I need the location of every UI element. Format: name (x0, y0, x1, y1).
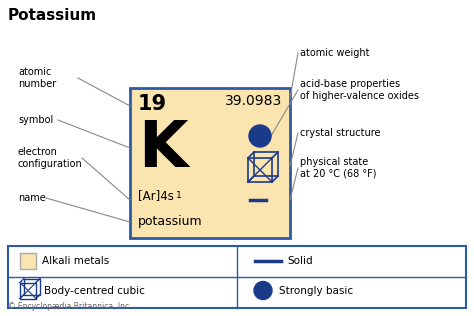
Text: Potassium: Potassium (8, 8, 97, 23)
Text: 39.0983: 39.0983 (225, 94, 282, 108)
Text: symbol: symbol (18, 115, 53, 125)
Text: Strongly basic: Strongly basic (279, 285, 353, 295)
Bar (248, 158, 272, 182)
Bar (254, 152, 278, 176)
Bar (8, 246, 466, 308)
Text: name: name (18, 193, 46, 203)
Text: physical state
at 20 °C (68 °F): physical state at 20 °C (68 °F) (300, 157, 376, 179)
Circle shape (254, 282, 272, 300)
Text: K: K (138, 118, 188, 180)
Text: 19: 19 (138, 94, 167, 114)
Text: crystal structure: crystal structure (300, 128, 381, 138)
Bar (130, 88, 290, 238)
Bar (20, 253, 36, 269)
Text: atomic weight: atomic weight (300, 48, 370, 58)
Circle shape (249, 125, 271, 147)
Text: potassium: potassium (138, 215, 202, 228)
Text: atomic
number: atomic number (18, 67, 56, 89)
Text: electron
configuration: electron configuration (18, 147, 83, 169)
Text: [Ar]4s: [Ar]4s (138, 189, 174, 202)
Bar (20, 283, 36, 299)
Bar (24, 278, 40, 295)
Text: Alkali metals: Alkali metals (42, 256, 109, 266)
Text: Body-centred cubic: Body-centred cubic (44, 285, 145, 295)
Text: 1: 1 (176, 191, 182, 200)
Text: © Encyclopædia Britannica, Inc.: © Encyclopædia Britannica, Inc. (8, 302, 131, 311)
Text: Solid: Solid (287, 256, 313, 266)
Text: acid-base properties
of higher-valence oxides: acid-base properties of higher-valence o… (300, 79, 419, 101)
